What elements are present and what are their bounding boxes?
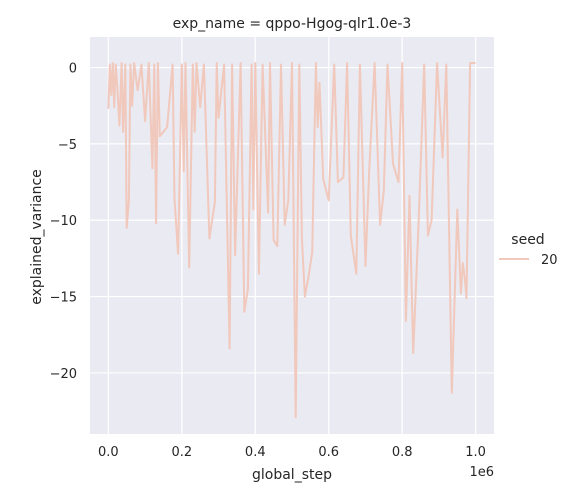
x-tick-label: 0.4 <box>245 445 266 460</box>
legend: seed 20 <box>499 232 558 268</box>
legend-entry-label: 20 <box>541 253 558 268</box>
chart-title: exp_name = qppo-Hgog-qlr1.0e-3 <box>173 16 412 32</box>
x-axis-label: global_step <box>252 467 332 483</box>
y-axis-label: explained_variance <box>29 169 45 305</box>
x-tick-label: 0.0 <box>98 445 119 460</box>
y-tick-label: −20 <box>50 367 77 382</box>
y-tick-label: −5 <box>58 138 77 153</box>
data-series-layer <box>107 62 476 419</box>
x-axis-offset-label: 1e6 <box>469 465 494 480</box>
x-tick-label: 0.2 <box>171 445 192 460</box>
y-tick-label: −15 <box>50 291 77 306</box>
x-tick-label: 0.6 <box>318 445 339 460</box>
series-line-20 <box>107 62 476 419</box>
y-tick-label: 0 <box>69 62 77 77</box>
x-tick-label: 1.0 <box>465 445 486 460</box>
tick-labels: 0.0 0.2 0.4 0.6 0.8 1.0 0 −5 −10 −15 −20 <box>50 62 486 460</box>
x-tick-label: 0.8 <box>392 445 413 460</box>
legend-title: seed <box>511 232 544 248</box>
y-tick-label: −10 <box>50 214 77 229</box>
